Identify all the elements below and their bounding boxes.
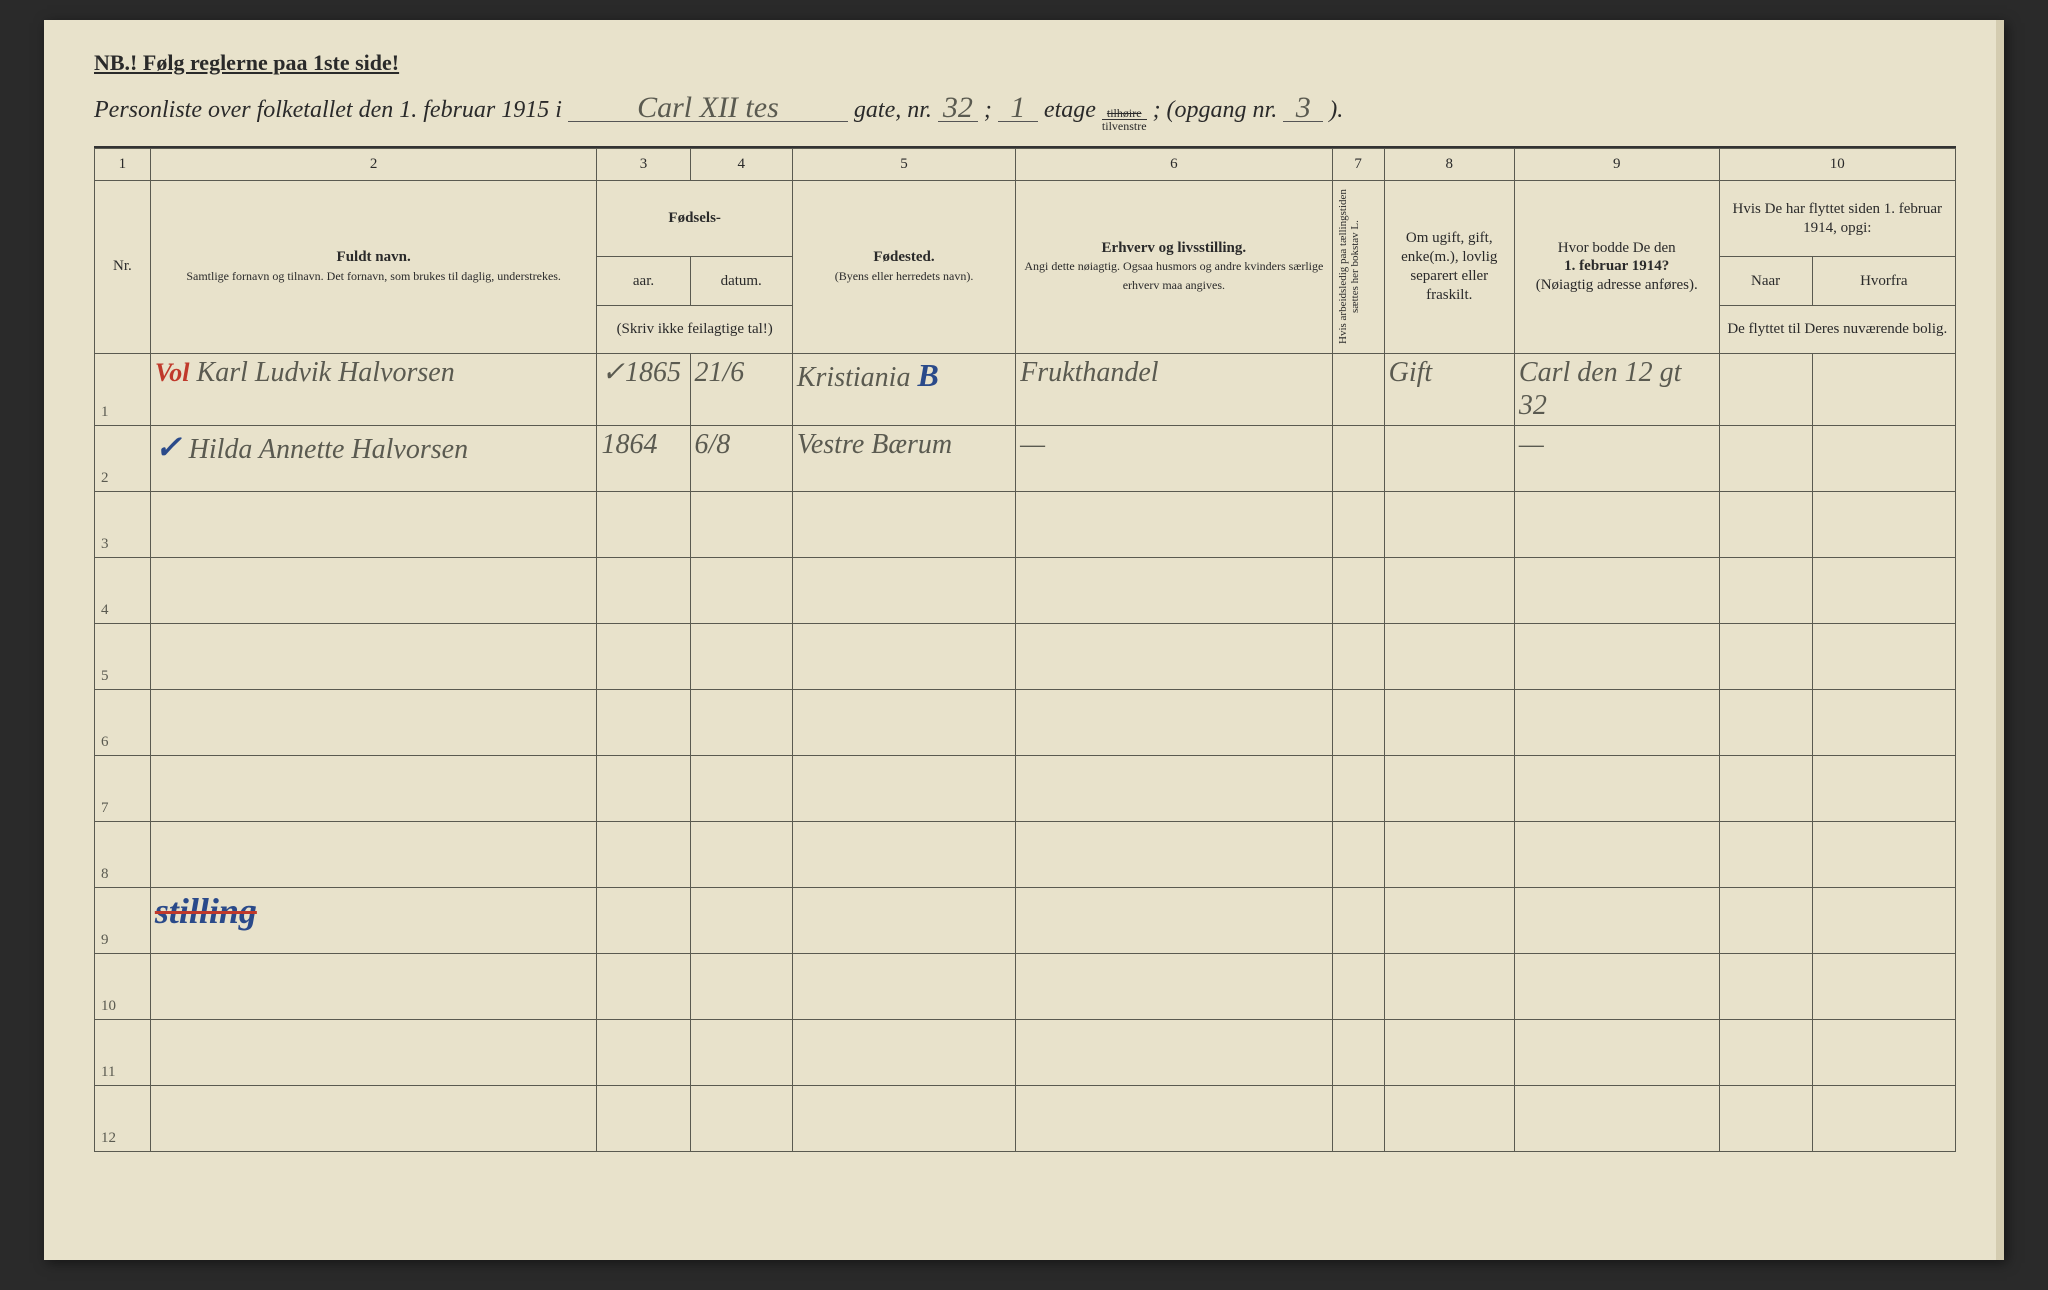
head-fodested: Fødested. (Byens eller herredets navn). xyxy=(792,180,1015,353)
etage-label: etage xyxy=(1044,97,1096,124)
table-row: 1 Vol Karl Ludvik Halvorsen ✓1865 21/6 K… xyxy=(95,353,1956,425)
side-fraction: tilhøire tilvenstre xyxy=(1102,107,1147,132)
cell-navn: Vol Karl Ludvik Halvorsen xyxy=(150,353,597,425)
table-row: 7 xyxy=(95,755,1956,821)
colnum-7: 7 xyxy=(1332,149,1384,181)
colnum-9: 9 xyxy=(1514,149,1719,181)
opgang-label: ; (opgang nr. xyxy=(1153,97,1278,124)
table-head: 1 2 3 4 5 6 7 8 9 10 Nr. Fuldt navn. Sam… xyxy=(95,149,1956,354)
colnum-2: 2 xyxy=(150,149,597,181)
colnum-3: 3 xyxy=(597,149,690,181)
head-erhverv: Erhverv og livsstilling. Angi dette nøia… xyxy=(1016,180,1332,353)
table-row: 8 xyxy=(95,821,1956,887)
table-row: 3 xyxy=(95,491,1956,557)
street-blank: Carl XII tes xyxy=(568,94,848,122)
head-10: Hvis De har flyttet siden 1. februar 191… xyxy=(1719,180,1955,257)
census-table: 1 2 3 4 5 6 7 8 9 10 Nr. Fuldt navn. Sam… xyxy=(94,148,1956,1152)
table-row: 10 xyxy=(95,953,1956,1019)
colnum-4: 4 xyxy=(690,149,792,181)
cell-navn: ✓ Hilda Annette Halvorsen xyxy=(150,425,597,491)
header-prefix: Personliste over folketallet den 1. febr… xyxy=(94,97,562,124)
table-row: 5 xyxy=(95,623,1956,689)
head-8: Om ugift, gift, enke(m.), lovlig separer… xyxy=(1384,180,1514,353)
head-9: Hvor bodde De den 1. februar 1914? (Nøia… xyxy=(1514,180,1719,353)
table-body: 1 Vol Karl Ludvik Halvorsen ✓1865 21/6 K… xyxy=(95,353,1956,1151)
colnum-10: 10 xyxy=(1719,149,1955,181)
census-page: NB.! Følg reglerne paa 1ste side! Person… xyxy=(44,20,2004,1260)
head-10a: Naar xyxy=(1719,257,1812,305)
colnum-5: 5 xyxy=(792,149,1015,181)
head-10-sub: De flyttet til Deres nuværende bolig. xyxy=(1719,305,1955,353)
head-navn: Fuldt navn. Samtlige fornavn og tilnavn.… xyxy=(150,180,597,353)
table-row: 12 xyxy=(95,1085,1956,1151)
head-fodsels-sub: (Skriv ikke feilagtige tal!) xyxy=(597,305,792,353)
head-fodsels: Fødsels- xyxy=(597,180,792,257)
opgang-nr: 3 xyxy=(1283,94,1323,122)
table-row: 9stilling xyxy=(95,887,1956,953)
head-aar: aar. xyxy=(597,257,690,305)
colnum-1: 1 xyxy=(95,149,151,181)
gate-label: gate, nr. xyxy=(854,97,932,124)
table-row: 2 ✓ Hilda Annette Halvorsen 1864 6/8 Ves… xyxy=(95,425,1956,491)
head-10b: Hvorfra xyxy=(1812,257,1955,305)
colnum-6: 6 xyxy=(1016,149,1332,181)
colnum-8: 8 xyxy=(1384,149,1514,181)
head-datum: datum. xyxy=(690,257,792,305)
head-nr: Nr. xyxy=(95,180,151,353)
nb-header: NB.! Følg reglerne paa 1ste side! xyxy=(94,50,1956,76)
table-row: 4 xyxy=(95,557,1956,623)
head-7: Hvis arbeidsledig paa tællingstiden sætt… xyxy=(1332,180,1384,353)
table-row: 11 xyxy=(95,1019,1956,1085)
etage-nr: 1 xyxy=(998,94,1038,122)
table-row: 6 xyxy=(95,689,1956,755)
form-header: Personliste over folketallet den 1. febr… xyxy=(94,94,1956,132)
gate-nr: 32 xyxy=(938,94,978,122)
